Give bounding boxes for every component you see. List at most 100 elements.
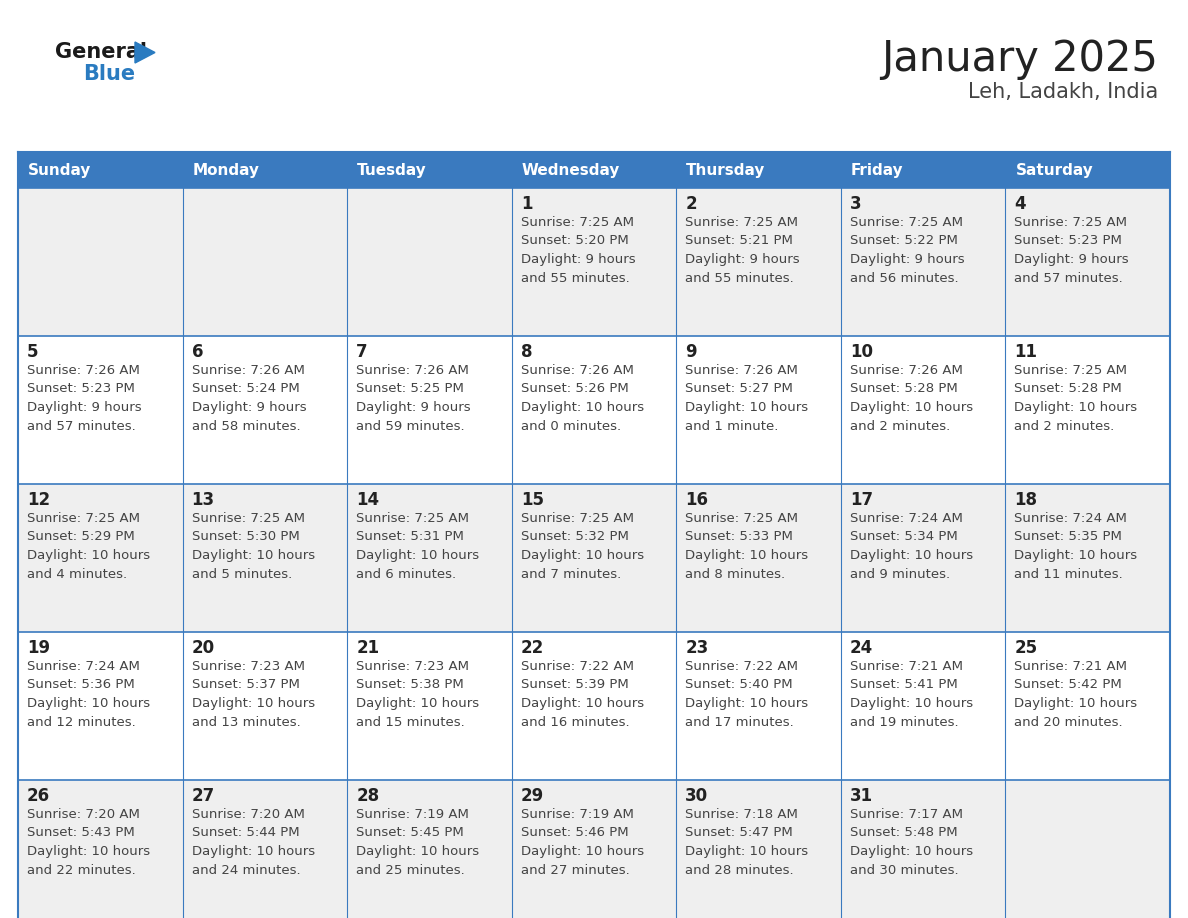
Text: Sunrise: 7:26 AM
Sunset: 5:25 PM
Daylight: 9 hours
and 59 minutes.: Sunrise: 7:26 AM Sunset: 5:25 PM Dayligh… [356,364,470,432]
Bar [512,632,676,780]
Bar [1005,152,1170,188]
Bar [347,484,512,632]
Text: 10: 10 [849,343,873,361]
Text: 24: 24 [849,639,873,657]
Text: Sunrise: 7:19 AM
Sunset: 5:45 PM
Daylight: 10 hours
and 25 minutes.: Sunrise: 7:19 AM Sunset: 5:45 PM Dayligh… [356,808,479,877]
Text: Sunrise: 7:24 AM
Sunset: 5:34 PM
Daylight: 10 hours
and 9 minutes.: Sunrise: 7:24 AM Sunset: 5:34 PM Dayligh… [849,512,973,580]
Text: Sunrise: 7:25 AM
Sunset: 5:28 PM
Daylight: 10 hours
and 2 minutes.: Sunrise: 7:25 AM Sunset: 5:28 PM Dayligh… [1015,364,1138,432]
Text: 19: 19 [27,639,50,657]
Polygon shape [135,42,154,63]
Text: Sunrise: 7:20 AM
Sunset: 5:43 PM
Daylight: 10 hours
and 22 minutes.: Sunrise: 7:20 AM Sunset: 5:43 PM Dayligh… [27,808,150,877]
Text: 29: 29 [520,787,544,805]
Text: 12: 12 [27,491,50,509]
Bar [841,632,1005,780]
Bar [18,336,183,484]
Bar [676,152,841,188]
Text: 23: 23 [685,639,708,657]
Text: General: General [55,42,147,62]
Text: 31: 31 [849,787,873,805]
Bar [347,780,512,918]
Bar [347,152,512,188]
Bar [18,152,183,188]
Bar [512,152,676,188]
Text: 8: 8 [520,343,532,361]
Text: Leh, Ladakh, India: Leh, Ladakh, India [968,82,1158,102]
Text: 14: 14 [356,491,379,509]
Bar [347,632,512,780]
Bar [1005,484,1170,632]
Text: 9: 9 [685,343,697,361]
Text: Thursday: Thursday [687,162,765,177]
Text: 1: 1 [520,195,532,213]
Bar [676,632,841,780]
Text: 27: 27 [191,787,215,805]
Bar [347,188,512,336]
Bar [183,484,347,632]
Bar [18,188,183,336]
Bar [183,632,347,780]
Text: Sunrise: 7:25 AM
Sunset: 5:30 PM
Daylight: 10 hours
and 5 minutes.: Sunrise: 7:25 AM Sunset: 5:30 PM Dayligh… [191,512,315,580]
Text: Saturday: Saturday [1016,162,1093,177]
Bar [347,336,512,484]
Text: 11: 11 [1015,343,1037,361]
Bar [841,188,1005,336]
Text: 17: 17 [849,491,873,509]
Bar [512,780,676,918]
Bar [841,780,1005,918]
Text: Sunrise: 7:26 AM
Sunset: 5:26 PM
Daylight: 10 hours
and 0 minutes.: Sunrise: 7:26 AM Sunset: 5:26 PM Dayligh… [520,364,644,432]
Bar [512,188,676,336]
Text: 2: 2 [685,195,697,213]
Text: 6: 6 [191,343,203,361]
Text: Sunrise: 7:24 AM
Sunset: 5:35 PM
Daylight: 10 hours
and 11 minutes.: Sunrise: 7:24 AM Sunset: 5:35 PM Dayligh… [1015,512,1138,580]
Text: 15: 15 [520,491,544,509]
Text: Sunday: Sunday [29,162,91,177]
Bar [841,152,1005,188]
Bar [512,336,676,484]
Text: Sunrise: 7:20 AM
Sunset: 5:44 PM
Daylight: 10 hours
and 24 minutes.: Sunrise: 7:20 AM Sunset: 5:44 PM Dayligh… [191,808,315,877]
Bar [18,780,183,918]
Bar [841,484,1005,632]
Text: Sunrise: 7:23 AM
Sunset: 5:37 PM
Daylight: 10 hours
and 13 minutes.: Sunrise: 7:23 AM Sunset: 5:37 PM Dayligh… [191,660,315,729]
Text: Sunrise: 7:25 AM
Sunset: 5:23 PM
Daylight: 9 hours
and 57 minutes.: Sunrise: 7:25 AM Sunset: 5:23 PM Dayligh… [1015,216,1129,285]
Text: Sunrise: 7:22 AM
Sunset: 5:39 PM
Daylight: 10 hours
and 16 minutes.: Sunrise: 7:22 AM Sunset: 5:39 PM Dayligh… [520,660,644,729]
Text: Friday: Friday [851,162,904,177]
Text: 3: 3 [849,195,861,213]
Text: 22: 22 [520,639,544,657]
Text: Sunrise: 7:25 AM
Sunset: 5:20 PM
Daylight: 9 hours
and 55 minutes.: Sunrise: 7:25 AM Sunset: 5:20 PM Dayligh… [520,216,636,285]
Bar [1005,336,1170,484]
Bar [183,152,347,188]
Bar [183,188,347,336]
Text: Tuesday: Tuesday [358,162,426,177]
Bar [183,780,347,918]
Text: Monday: Monday [192,162,259,177]
Text: Blue: Blue [83,64,135,84]
Text: 28: 28 [356,787,379,805]
Text: 5: 5 [27,343,38,361]
Bar [183,336,347,484]
Text: Sunrise: 7:21 AM
Sunset: 5:41 PM
Daylight: 10 hours
and 19 minutes.: Sunrise: 7:21 AM Sunset: 5:41 PM Dayligh… [849,660,973,729]
Text: Sunrise: 7:26 AM
Sunset: 5:27 PM
Daylight: 10 hours
and 1 minute.: Sunrise: 7:26 AM Sunset: 5:27 PM Dayligh… [685,364,808,432]
Text: Sunrise: 7:25 AM
Sunset: 5:32 PM
Daylight: 10 hours
and 7 minutes.: Sunrise: 7:25 AM Sunset: 5:32 PM Dayligh… [520,512,644,580]
Text: Sunrise: 7:22 AM
Sunset: 5:40 PM
Daylight: 10 hours
and 17 minutes.: Sunrise: 7:22 AM Sunset: 5:40 PM Dayligh… [685,660,808,729]
Text: Sunrise: 7:25 AM
Sunset: 5:22 PM
Daylight: 9 hours
and 56 minutes.: Sunrise: 7:25 AM Sunset: 5:22 PM Dayligh… [849,216,965,285]
Text: Sunrise: 7:26 AM
Sunset: 5:23 PM
Daylight: 9 hours
and 57 minutes.: Sunrise: 7:26 AM Sunset: 5:23 PM Dayligh… [27,364,141,432]
Text: 30: 30 [685,787,708,805]
Text: Sunrise: 7:26 AM
Sunset: 5:24 PM
Daylight: 9 hours
and 58 minutes.: Sunrise: 7:26 AM Sunset: 5:24 PM Dayligh… [191,364,307,432]
Text: 4: 4 [1015,195,1026,213]
Bar [841,336,1005,484]
Text: 20: 20 [191,639,215,657]
Bar [676,188,841,336]
Bar [1005,188,1170,336]
Bar [18,484,183,632]
Text: Sunrise: 7:25 AM
Sunset: 5:21 PM
Daylight: 9 hours
and 55 minutes.: Sunrise: 7:25 AM Sunset: 5:21 PM Dayligh… [685,216,800,285]
Text: 7: 7 [356,343,368,361]
Text: Sunrise: 7:26 AM
Sunset: 5:28 PM
Daylight: 10 hours
and 2 minutes.: Sunrise: 7:26 AM Sunset: 5:28 PM Dayligh… [849,364,973,432]
Text: Sunrise: 7:24 AM
Sunset: 5:36 PM
Daylight: 10 hours
and 12 minutes.: Sunrise: 7:24 AM Sunset: 5:36 PM Dayligh… [27,660,150,729]
Bar [676,484,841,632]
Text: 21: 21 [356,639,379,657]
Bar [1005,632,1170,780]
Text: Sunrise: 7:18 AM
Sunset: 5:47 PM
Daylight: 10 hours
and 28 minutes.: Sunrise: 7:18 AM Sunset: 5:47 PM Dayligh… [685,808,808,877]
Text: Sunrise: 7:25 AM
Sunset: 5:33 PM
Daylight: 10 hours
and 8 minutes.: Sunrise: 7:25 AM Sunset: 5:33 PM Dayligh… [685,512,808,580]
Text: Sunrise: 7:25 AM
Sunset: 5:29 PM
Daylight: 10 hours
and 4 minutes.: Sunrise: 7:25 AM Sunset: 5:29 PM Dayligh… [27,512,150,580]
Text: Sunrise: 7:21 AM
Sunset: 5:42 PM
Daylight: 10 hours
and 20 minutes.: Sunrise: 7:21 AM Sunset: 5:42 PM Dayligh… [1015,660,1138,729]
